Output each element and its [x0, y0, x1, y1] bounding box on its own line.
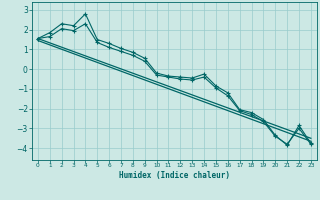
X-axis label: Humidex (Indice chaleur): Humidex (Indice chaleur) — [119, 171, 230, 180]
